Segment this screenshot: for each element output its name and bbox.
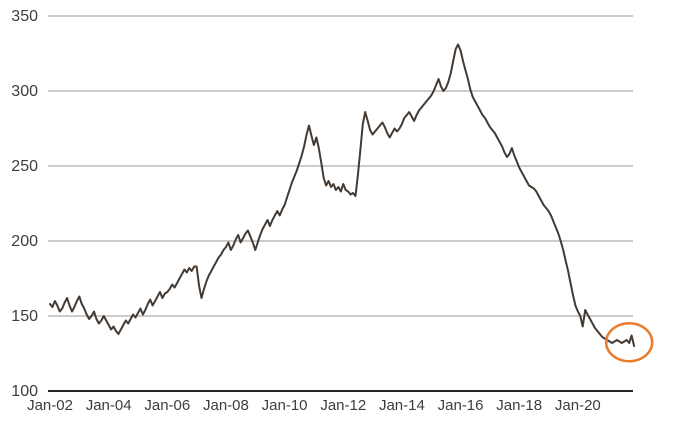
y-axis-tick-label: 300	[11, 83, 38, 100]
x-axis-tick-label: Jan-06	[144, 397, 190, 414]
y-axis-tick-label: 250	[11, 158, 38, 175]
x-axis-tick-label: Jan-10	[262, 397, 308, 414]
y-axis-tick-label: 350	[11, 8, 38, 25]
y-axis-tick-label: 150	[11, 308, 38, 325]
x-axis-tick-label: Jan-12	[320, 397, 366, 414]
highlight-circle-annotation	[604, 322, 654, 363]
x-axis-tick-label: Jan-08	[203, 397, 249, 414]
data-series-line	[49, 43, 636, 347]
x-axis-tick-label: Jan-04	[86, 397, 132, 414]
x-axis-tick-label: Jan-16	[438, 397, 484, 414]
x-axis-tick-label: Jan-20	[555, 397, 601, 414]
x-axis-tick-label: Jan-18	[496, 397, 542, 414]
y-axis-tick-label: 200	[11, 233, 38, 250]
x-axis-tick-label: Jan-02	[27, 397, 73, 414]
y-axis-tick-label: 100	[11, 383, 38, 400]
x-axis-tick-label: Jan-14	[379, 397, 425, 414]
